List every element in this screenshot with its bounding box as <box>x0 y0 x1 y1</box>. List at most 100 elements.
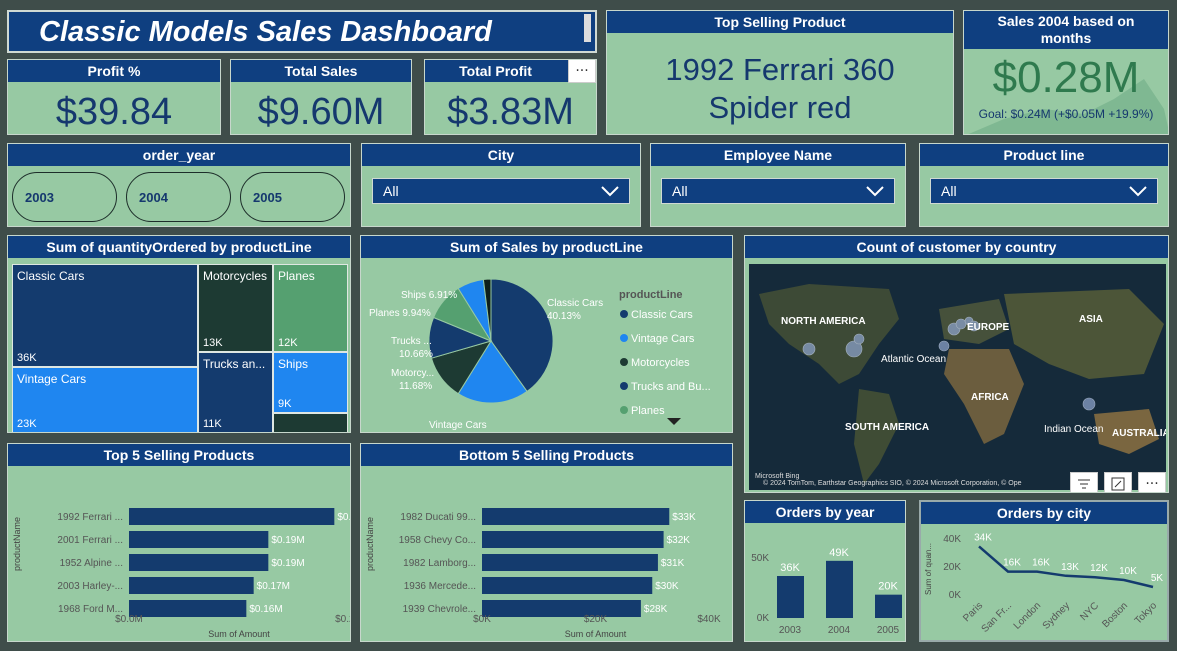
slicer-product-line-label: Product line <box>920 144 1168 166</box>
bottom5-visual: Bottom 5 Selling Products 1982 Ducati 99… <box>360 443 733 642</box>
pie-slice[interactable] <box>482 278 492 342</box>
pie-visual: Sum of Sales by productLine Classic Cars… <box>360 235 733 433</box>
pie-slice[interactable] <box>457 340 528 404</box>
treemap-cell-label: Ships <box>278 357 309 371</box>
customer-bubble[interactable] <box>955 318 967 330</box>
bar[interactable] <box>129 600 247 617</box>
year-option-2005[interactable]: 2005 <box>240 172 345 222</box>
slicer-employee: Employee Name All <box>650 143 906 227</box>
customer-bubble[interactable] <box>802 342 816 356</box>
bar[interactable] <box>482 600 641 617</box>
chevron-down-icon <box>1129 186 1147 197</box>
treemap-cell-value: 11K <box>203 418 222 430</box>
kpi-top-product: Top Selling Product 1992 Ferrari 360 Spi… <box>606 10 954 135</box>
title-banner: Classic Models Sales Dashboard <box>7 10 597 53</box>
customer-bubble[interactable] <box>845 340 863 358</box>
slicer-order-year: order_year 2003 2004 2005 <box>7 143 351 227</box>
treemap-cell-vintage-cars[interactable]: Vintage Cars 23K <box>12 367 198 432</box>
bar-category-label: 2005 <box>877 625 900 636</box>
bar[interactable] <box>482 508 670 525</box>
sales-trend-area <box>968 79 1168 134</box>
x-category-label: NYC <box>1078 600 1101 623</box>
orders-by-year-visual: Orders by year 50K 0K 36K 2003 49K 2004 20K 200… <box>744 500 906 642</box>
product-line-dropdown[interactable]: All <box>930 178 1158 204</box>
bar-value-label: $32K <box>667 535 691 546</box>
x-category-label: San Fr... <box>980 600 1015 635</box>
treemap-title: Sum of quantityOrdered by productLine <box>8 236 350 258</box>
bar[interactable] <box>129 508 335 525</box>
bar-value-label: $0.19M <box>271 558 304 569</box>
more-options-icon[interactable]: ··· <box>1138 472 1166 492</box>
kpi-total-profit: Total Profit $3.83M ··· <box>424 59 597 135</box>
bar[interactable] <box>129 531 269 548</box>
legend-item[interactable]: Motorcycles <box>631 357 690 369</box>
bar-value-label: $33K <box>672 512 696 523</box>
bottom5-bar-chart: 1982 Ducati 99... $33K 1958 Chevy Co... $32… <box>365 508 721 639</box>
map-label-south-america: SOUTH AMERICA <box>845 422 929 433</box>
treemap-cell-classic-cars[interactable]: Classic Cars 36K <box>12 264 198 367</box>
pie-slice-pct: 11.68% <box>399 381 432 392</box>
map-label-europe: EUROPE <box>967 322 1010 333</box>
kpi-total-sales: Total Sales $9.60M <box>230 59 412 135</box>
bar[interactable] <box>482 531 664 548</box>
treemap-cell-motorcycles[interactable]: Motorcycles 13K <box>198 264 273 352</box>
legend-scroll-down-icon[interactable] <box>667 418 681 425</box>
top-product-line2: Spider red <box>708 90 852 125</box>
bar-value-label: $0.19M <box>271 535 304 546</box>
bar-category-label: 1982 Lamborg... <box>403 558 476 569</box>
y-axis-title: Sum of quan... <box>924 543 933 595</box>
world-map[interactable]: NORTH AMERICA EUROPE ASIA Atlantic Ocean… <box>749 264 1166 490</box>
customer-bubble[interactable] <box>1082 397 1096 411</box>
year-option-2004[interactable]: 2004 <box>126 172 231 222</box>
africa-land <box>944 349 1024 444</box>
city-dropdown[interactable]: All <box>372 178 630 204</box>
slicer-order-year-label: order_year <box>8 144 350 166</box>
slicer-city: City All <box>361 143 641 227</box>
scroll-indicator <box>584 14 591 42</box>
legend-item[interactable]: Vintage Cars <box>631 333 695 345</box>
customer-bubble[interactable] <box>938 340 950 352</box>
treemap-cell-value: 13K <box>203 337 223 349</box>
x-axis-title: Sum of Amount <box>208 629 270 639</box>
focus-mode-icon[interactable] <box>1104 472 1132 492</box>
bar[interactable] <box>129 577 254 594</box>
treemap-visual: Sum of quantityOrdered by productLine Cl… <box>7 235 351 433</box>
customer-bubble[interactable] <box>853 333 865 345</box>
series-line[interactable] <box>978 545 1154 589</box>
year-option-2003[interactable]: 2003 <box>12 172 117 222</box>
kpi-top-product-value: 1992 Ferrari 360 Spider red <box>607 51 953 127</box>
treemap-cell-trucks[interactable]: Trucks an... 11K <box>198 352 273 432</box>
slicer-employee-label: Employee Name <box>651 144 905 166</box>
bar[interactable] <box>482 554 658 571</box>
treemap-cell-value: 36K <box>17 352 37 364</box>
treemap-cell-planes[interactable]: Planes 12K <box>273 264 348 352</box>
treemap-cell-ships[interactable]: Ships 9K <box>273 352 348 413</box>
point-value-label: 12K <box>1090 563 1108 574</box>
legend-marker <box>620 310 628 318</box>
bar-category-label: 2003 <box>779 625 802 636</box>
bar-value-label: 36K <box>780 562 800 574</box>
legend-item[interactable]: Planes <box>631 405 665 417</box>
legend-item[interactable]: Classic Cars <box>631 309 693 321</box>
treemap-cell-trains[interactable] <box>273 413 348 432</box>
legend-marker <box>620 382 628 390</box>
customer-bubble[interactable] <box>968 320 980 332</box>
kpi-profit-pct: Profit % $39.84 <box>7 59 221 135</box>
bar[interactable] <box>875 594 902 618</box>
orders-by-city-visual: Orders by city 0K 20K 40K Sum of quan... 34K… <box>919 500 1169 642</box>
employee-dropdown[interactable]: All <box>661 178 895 204</box>
filter-icon[interactable] <box>1070 472 1098 492</box>
bar[interactable] <box>777 576 804 618</box>
bar-category-label: 1968 Ford M... <box>58 604 123 615</box>
x-category-label: Boston <box>1100 600 1130 630</box>
treemap-cell-value: 23K <box>17 418 37 430</box>
bar[interactable] <box>482 577 653 594</box>
south-america-land <box>854 389 899 484</box>
bar[interactable] <box>826 560 853 618</box>
bar[interactable] <box>129 554 269 571</box>
more-options-icon[interactable]: ··· <box>568 60 596 83</box>
legend-item[interactable]: Trucks and Bu... <box>631 381 711 393</box>
pie-slice[interactable] <box>490 278 554 393</box>
orders-by-city-chart: 0K 20K 40K Sum of quan... 34K Paris 16K San Fr.… <box>924 532 1163 635</box>
axis-tick-label: 50K <box>751 553 769 564</box>
